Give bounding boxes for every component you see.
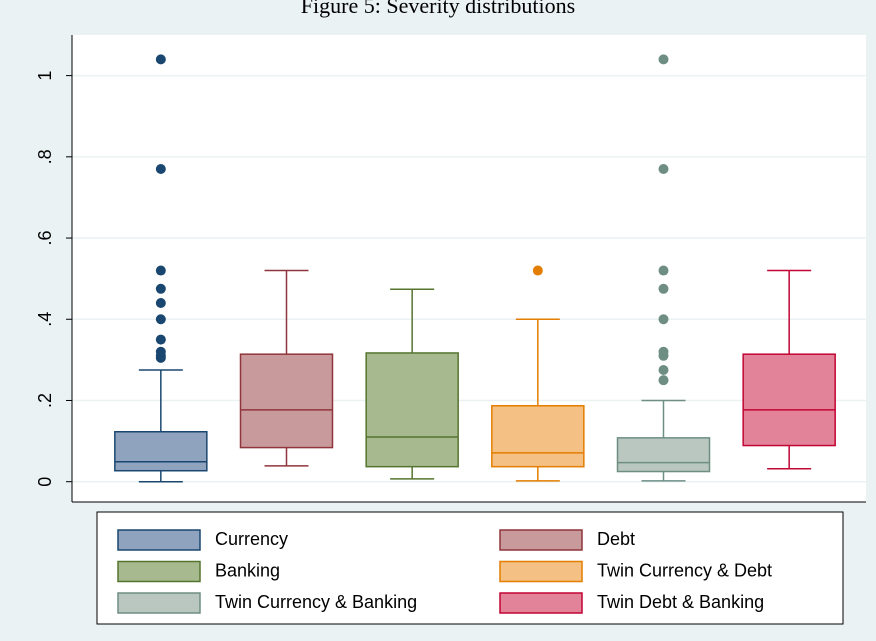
outlier — [658, 54, 669, 65]
legend-label: Twin Currency & Debt — [597, 560, 772, 580]
outlier — [658, 365, 669, 376]
outlier — [155, 314, 166, 325]
outlier — [658, 283, 669, 294]
legend-label: Banking — [215, 560, 280, 580]
outlier — [658, 375, 669, 386]
plot-area — [72, 35, 866, 502]
outlier — [155, 265, 166, 276]
box — [742, 353, 836, 447]
outlier — [155, 54, 166, 65]
box — [365, 352, 459, 468]
legend-swatch — [499, 560, 583, 583]
legend-swatch — [117, 592, 201, 614]
box — [114, 430, 208, 472]
outlier — [658, 350, 669, 361]
box — [491, 405, 585, 468]
outlier — [155, 283, 166, 294]
legend-label: Currency — [215, 529, 288, 549]
y-tick-label: .4 — [35, 312, 55, 327]
chart-title: Figure 5: Severity distributions — [301, 0, 575, 18]
outlier — [658, 265, 669, 276]
legend-swatch — [117, 560, 201, 583]
box — [616, 437, 711, 473]
outlier — [155, 334, 166, 345]
y-tick-label: .2 — [35, 393, 55, 408]
legend-label: Twin Debt & Banking — [597, 592, 764, 612]
y-tick-label: 1 — [35, 71, 55, 81]
outlier — [155, 352, 166, 363]
outlier — [658, 164, 669, 175]
outlier — [658, 314, 669, 325]
legend-swatch — [117, 529, 201, 551]
outlier — [155, 298, 166, 309]
box — [239, 353, 334, 449]
legend-box — [96, 511, 844, 625]
legend-swatch — [499, 529, 583, 551]
y-tick-label: .6 — [35, 231, 55, 246]
y-tick-label: 0 — [35, 477, 55, 487]
outlier — [532, 265, 543, 276]
legend-swatch — [499, 592, 583, 614]
y-tick-label: .8 — [35, 149, 55, 164]
legend-label: Twin Currency & Banking — [215, 592, 417, 612]
legend-label: Debt — [597, 529, 635, 549]
outlier — [155, 164, 166, 175]
